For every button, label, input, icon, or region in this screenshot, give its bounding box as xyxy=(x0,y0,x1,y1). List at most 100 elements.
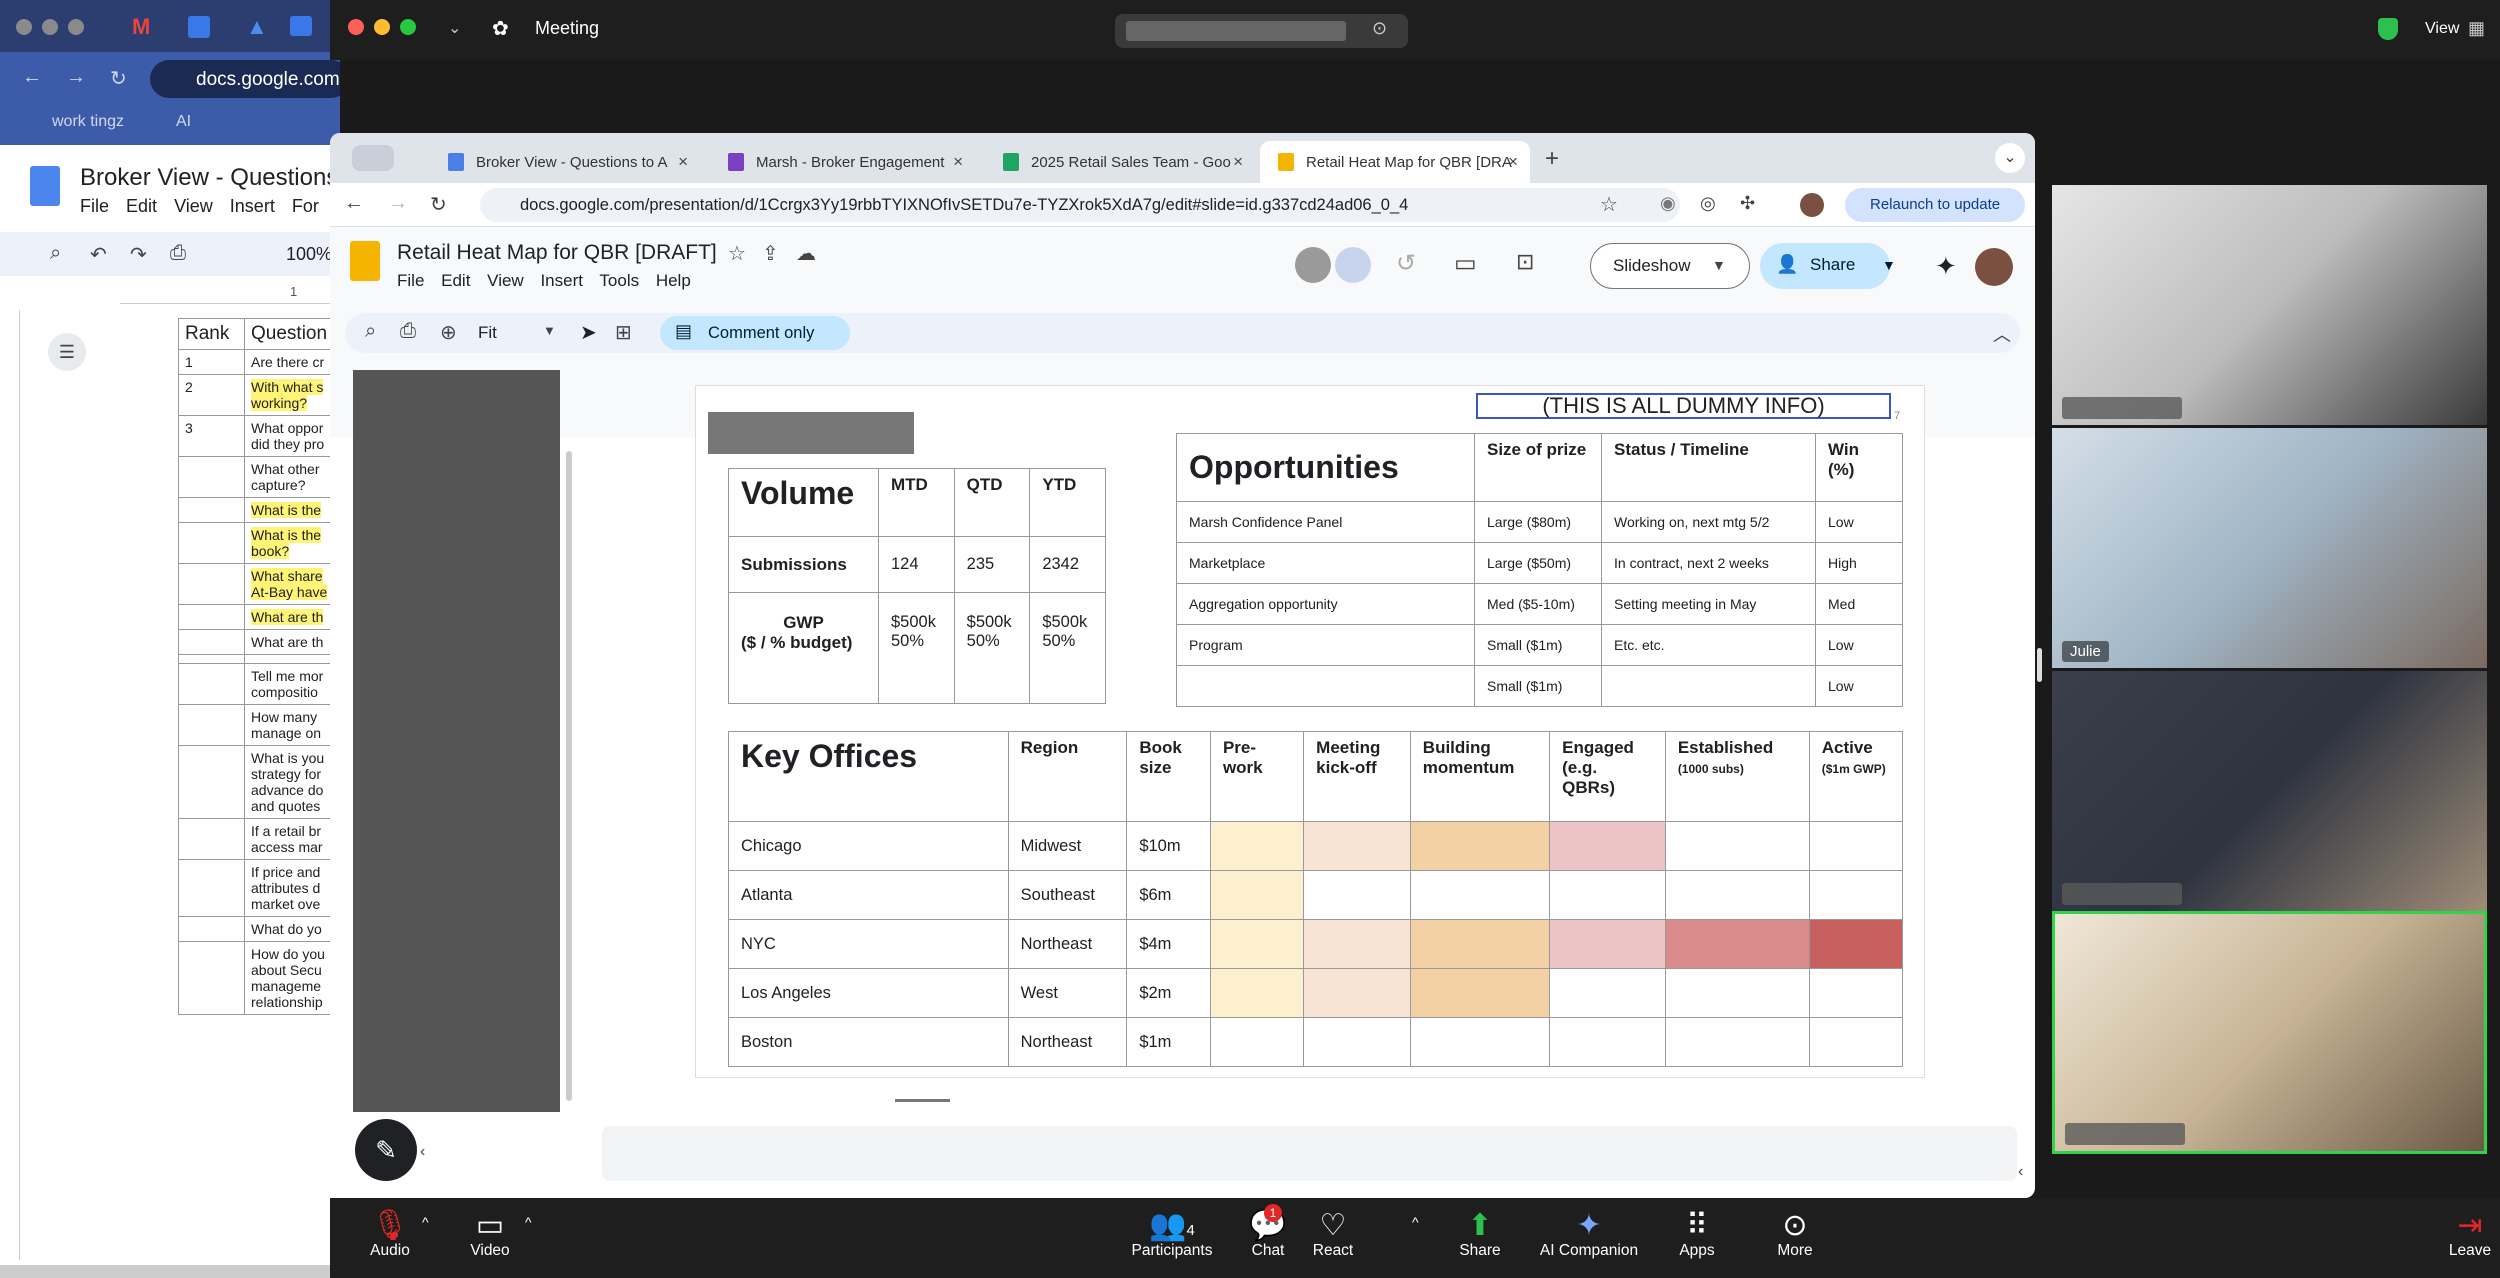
zoom-select[interactable]: 100% xyxy=(286,244,333,264)
participants-button[interactable]: 👥4 Participants xyxy=(1102,1198,1242,1278)
share-dropdown-icon[interactable]: ▼ xyxy=(1882,257,1896,273)
doc-url-bar[interactable]: docs.google.com xyxy=(150,60,340,98)
anonymous-viewer-avatar[interactable] xyxy=(1335,247,1371,283)
participant-tile[interactable] xyxy=(2052,185,2487,425)
notes-resize-handle[interactable] xyxy=(895,1099,950,1102)
calendar-icon[interactable] xyxy=(188,16,210,38)
tab-broker-view[interactable]: Broker View - Questions to A × xyxy=(430,141,700,183)
tab-search-icon[interactable]: ⌄ xyxy=(1995,143,2025,173)
view-button[interactable]: View xyxy=(2425,20,2460,37)
maximize-window-icon[interactable] xyxy=(400,19,416,35)
active-speaker-tile[interactable] xyxy=(2052,911,2487,1154)
search-icon[interactable]: ⌕ xyxy=(50,242,62,264)
react-options-icon[interactable]: ^ xyxy=(1412,1214,1419,1230)
docs-logo-icon[interactable] xyxy=(30,166,60,206)
question-cell[interactable]: What do yo xyxy=(244,916,340,942)
undo-icon[interactable]: ↶ xyxy=(90,244,107,266)
viewer-avatar[interactable] xyxy=(1295,247,1331,283)
speaker-notes-area[interactable] xyxy=(602,1126,2017,1181)
question-cell[interactable]: If price and attributes d market ove xyxy=(244,859,340,917)
more-button[interactable]: ⊙ More xyxy=(1745,1198,1845,1278)
question-cell[interactable]: What is the book? xyxy=(244,522,340,564)
star-icon[interactable]: ☆ xyxy=(728,243,746,265)
question-cell[interactable]: Are there cr xyxy=(244,349,340,375)
menu-format[interactable]: For xyxy=(291,196,319,216)
question-cell[interactable]: What is the xyxy=(244,497,340,523)
zoom-dropdown-icon[interactable]: ▼ xyxy=(543,323,556,338)
question-cell[interactable]: Tell me mor compositio xyxy=(244,663,340,705)
video-options-icon[interactable]: ^ xyxy=(525,1214,532,1230)
slideshow-dropdown-icon[interactable]: ▼ xyxy=(1712,257,1726,273)
menu-insert[interactable]: Insert xyxy=(229,196,275,216)
slide-thumbnail-panel[interactable] xyxy=(353,370,560,1112)
gmail-icon[interactable]: M xyxy=(132,14,151,39)
participant-tile[interactable]: Julie xyxy=(2052,428,2487,668)
menu-file[interactable]: File xyxy=(397,271,425,290)
close-icon[interactable]: × xyxy=(1508,152,1518,171)
chevron-down-icon[interactable]: ⌄ xyxy=(448,20,462,37)
select-cursor-icon[interactable]: ➤ xyxy=(580,322,597,344)
search-icon[interactable]: ⌕ xyxy=(365,320,377,342)
cloud-status-icon[interactable]: ☁ xyxy=(796,243,816,265)
tab-group-icon[interactable] xyxy=(352,145,394,171)
gallery-resize-handle[interactable] xyxy=(2037,648,2042,682)
view-grid-icon[interactable]: ▦ xyxy=(2468,18,2486,38)
menu-view[interactable]: View xyxy=(174,196,213,216)
minimize-dot-icon[interactable] xyxy=(42,19,58,35)
close-window-icon[interactable] xyxy=(348,19,364,35)
question-cell[interactable]: What are th xyxy=(244,604,340,630)
bookmark-work-tingz[interactable]: work tingz xyxy=(52,113,125,130)
leave-button[interactable]: ⇥ Leave xyxy=(2440,1198,2500,1278)
tab-retail-heat-map[interactable]: Retail Heat Map for QBR [DRA × xyxy=(1260,141,1530,183)
meet-camera-icon[interactable]: ⊡ xyxy=(1516,249,1535,274)
close-icon[interactable]: × xyxy=(1233,152,1243,171)
tab-marsh-broker[interactable]: Marsh - Broker Engagement × xyxy=(710,141,975,183)
forward-icon[interactable]: → xyxy=(388,192,408,214)
gemini-sparkle-icon[interactable]: ✦ xyxy=(1935,251,1957,281)
account-avatar[interactable] xyxy=(1975,248,2013,286)
question-cell[interactable]: How do you about Secu manageme relations… xyxy=(244,941,340,1015)
back-icon[interactable]: ← xyxy=(344,192,364,214)
zoom-dot-icon[interactable] xyxy=(68,19,84,35)
collapse-toolbar-icon[interactable]: ︿ xyxy=(1993,325,2011,345)
question-cell[interactable] xyxy=(244,654,340,664)
tab-retail-sales-team[interactable]: 2025 Retail Sales Team - Goo × xyxy=(985,141,1255,183)
zoom-fit-select[interactable]: Fit xyxy=(478,323,497,342)
history-icon[interactable]: ↺ xyxy=(1396,250,1417,277)
audio-options-icon[interactable]: ^ xyxy=(422,1214,429,1230)
comments-icon[interactable]: ▭ xyxy=(1454,250,1477,277)
dummy-info-banner[interactable]: (THIS IS ALL DUMMY INFO) xyxy=(1476,393,1891,419)
bookmark-star-icon[interactable]: ☆ xyxy=(1600,194,1618,216)
redo-icon[interactable]: ↷ xyxy=(130,244,147,266)
thumbnail-scrollbar[interactable] xyxy=(566,451,572,1101)
menu-edit[interactable]: Edit xyxy=(126,196,158,216)
menu-edit[interactable]: Edit xyxy=(441,271,471,290)
question-cell[interactable]: What are th xyxy=(244,629,340,655)
move-icon[interactable]: ⇪ xyxy=(762,243,779,265)
question-cell[interactable]: What is you strategy for advance do and … xyxy=(244,745,340,819)
app-icon[interactable]: ▲ xyxy=(246,14,268,39)
minimize-window-icon[interactable] xyxy=(374,19,390,35)
outline-icon[interactable]: ☰ xyxy=(48,333,86,371)
doc-title[interactable]: Broker View - Questions xyxy=(80,164,339,191)
close-dot-icon[interactable] xyxy=(16,19,32,35)
chat-button[interactable]: 💬 1 Chat xyxy=(1218,1198,1318,1278)
extension-icon[interactable]: ◎ xyxy=(1700,193,1716,213)
bookmark-ai[interactable]: AI xyxy=(176,113,192,130)
ai-companion-button[interactable]: ✦ AI Companion xyxy=(1519,1198,1659,1278)
menu-help[interactable]: Help xyxy=(655,271,691,290)
question-cell[interactable]: What other capture? xyxy=(244,456,340,498)
address-bar[interactable]: docs.google.com/presentation/d/1Ccrgx3Yy… xyxy=(480,188,1680,222)
more-options-icon[interactable]: ⊙ xyxy=(1372,18,1388,38)
presentation-title[interactable]: Retail Heat Map for QBR [DRAFT] xyxy=(397,241,717,264)
app-icon[interactable] xyxy=(290,16,312,36)
zoom-icon[interactable]: ⊕ xyxy=(440,322,457,344)
profile-avatar[interactable] xyxy=(1800,193,1824,217)
add-comment-icon[interactable]: ⊞ xyxy=(615,322,632,344)
shield-icon[interactable] xyxy=(2378,18,2398,40)
close-icon[interactable]: × xyxy=(953,152,963,171)
edit-pencil-icon[interactable]: ✎ xyxy=(355,1119,417,1181)
menu-file[interactable]: File xyxy=(80,196,110,216)
reload-icon[interactable]: ↻ xyxy=(110,68,127,90)
slideshow-button[interactable]: Slideshow xyxy=(1590,243,1750,289)
